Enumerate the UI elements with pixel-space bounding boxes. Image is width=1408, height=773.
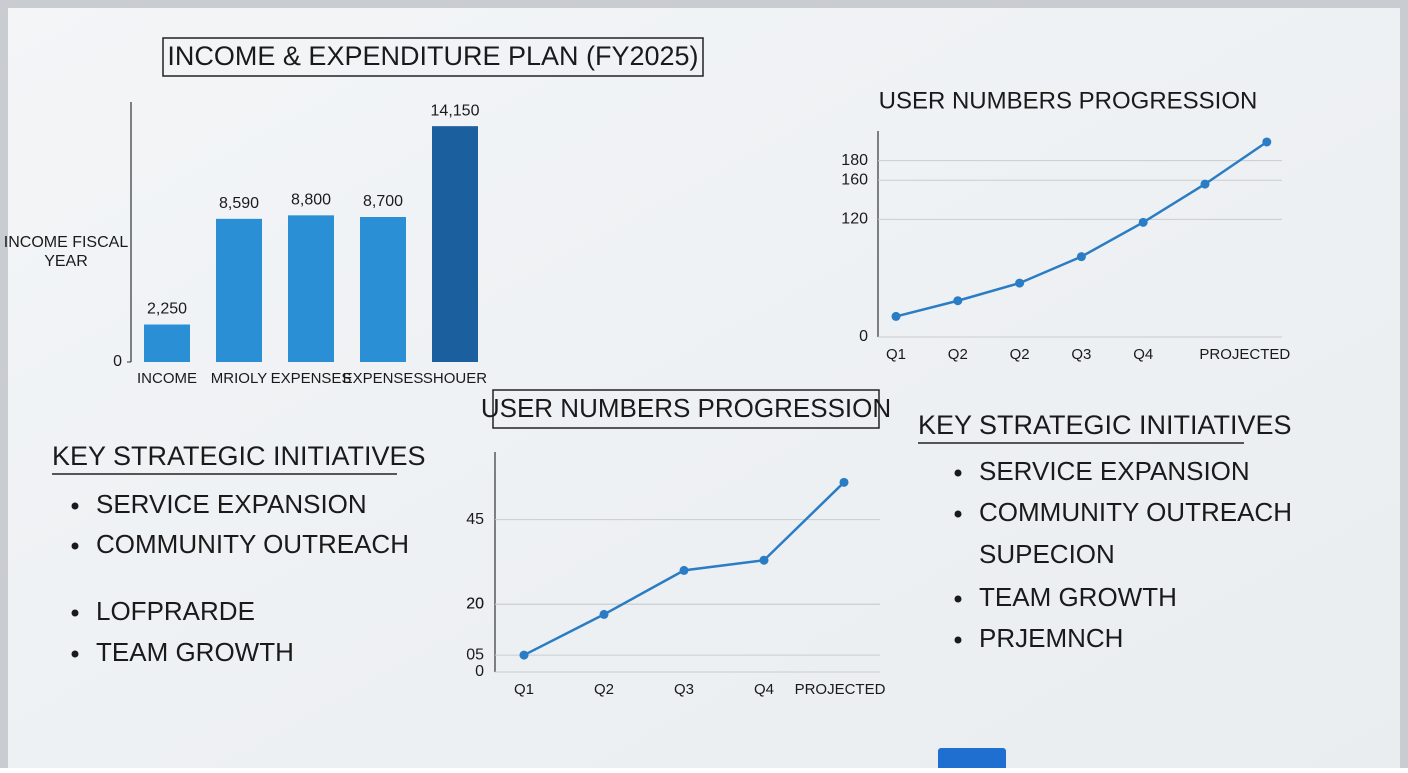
- x-tick-label: MRIOLY: [211, 370, 267, 387]
- point: [839, 477, 849, 487]
- bar: [144, 324, 190, 362]
- bar: [288, 215, 334, 362]
- x-tick-label: Q4: [1133, 346, 1153, 363]
- bullet: [954, 510, 962, 518]
- title-box: [162, 37, 704, 77]
- value-label: 14,150: [431, 102, 480, 119]
- x-tick-label: Q4: [754, 681, 774, 698]
- x-tick-label: Q3: [1071, 346, 1091, 363]
- x-tick-label: Q1: [886, 346, 906, 363]
- chart-title: USER NUMBERS PROGRESSION: [879, 87, 1258, 114]
- y-tick-label: 45: [466, 511, 484, 528]
- bar: [432, 126, 478, 363]
- value-label: 2,250: [147, 301, 187, 318]
- point: [1015, 278, 1025, 288]
- y-label-line: INCOME FISCAL: [4, 234, 129, 251]
- list-item: COMMUNITY OUTREACH: [96, 529, 409, 559]
- point: [599, 609, 609, 619]
- x-tick-label: Q1: [514, 681, 534, 698]
- y-tick-label: 0: [859, 328, 868, 345]
- bar: [216, 218, 262, 362]
- bullet: [954, 636, 962, 644]
- list-item: TEAM GROWTH: [979, 582, 1177, 612]
- bullet: [71, 502, 79, 510]
- y-tick-label: 20: [466, 595, 484, 612]
- bullet: [71, 650, 79, 658]
- y-tick-label: 180: [841, 152, 868, 169]
- x-tick-label: EXPENSES: [343, 370, 424, 387]
- y-tick-label: 120: [841, 211, 868, 228]
- list-item: SERVICE EXPANSION: [979, 456, 1250, 486]
- bar: [360, 217, 406, 362]
- x-tick-label: Q2: [594, 681, 614, 698]
- x-tick-label: INCOME: [137, 370, 197, 387]
- point: [759, 555, 769, 565]
- x-tick-label: SHOUER: [423, 370, 487, 387]
- point: [1200, 179, 1210, 189]
- y-tick-label: 160: [841, 171, 868, 188]
- point: [1138, 217, 1148, 227]
- y-label-line: YEAR: [44, 253, 88, 270]
- title-box: [492, 389, 880, 429]
- list-title: KEY STRATEGIC INITIATIVES: [918, 410, 1292, 440]
- magnet: [938, 748, 1006, 772]
- y-label: INCOME FISCAL YEAR: [4, 234, 129, 270]
- list-item: SERVICE EXPANSION: [96, 489, 367, 519]
- y-tick-label: 0: [475, 663, 484, 680]
- x-tick-label: PROJECTED: [1199, 346, 1290, 363]
- x-tick-label: Q2: [948, 346, 968, 363]
- list-item: PRJEMNCH: [979, 623, 1123, 653]
- list-item: TEAM GROWTH: [96, 637, 294, 667]
- bullet: [954, 469, 962, 477]
- point: [1076, 252, 1086, 262]
- chart-title: INCOME & EXPENDITURE PLAN (FY2025): [167, 41, 698, 71]
- list-title: KEY STRATEGIC INITIATIVES: [52, 441, 426, 471]
- point: [679, 565, 689, 575]
- y-tick-label: 05: [466, 646, 484, 663]
- x-tick-label: Q3: [674, 681, 694, 698]
- list-item: COMMUNITY OUTREACH: [979, 497, 1292, 527]
- value-label: 8,800: [291, 192, 331, 209]
- x-tick-label: EXPENSES: [271, 370, 352, 387]
- y-tick-label: 0: [113, 353, 122, 370]
- point: [891, 311, 901, 321]
- point: [519, 650, 529, 660]
- point: [1262, 137, 1272, 147]
- list-item: LOFPRARDE: [96, 596, 255, 626]
- y-tick-label: 20: [466, 595, 484, 612]
- value-label: 8,590: [219, 195, 259, 212]
- value-label: 8,700: [363, 193, 403, 210]
- list-item: SUPECION: [979, 539, 1115, 569]
- point: [953, 296, 963, 306]
- x-tick-label: Q2: [1010, 346, 1030, 363]
- bullet: [71, 609, 79, 617]
- x-tick-label: PROJECTED: [795, 681, 886, 698]
- bullet: [954, 595, 962, 603]
- bullet: [71, 542, 79, 550]
- chart-title: USER NUMBERS PROGRESSION: [481, 393, 891, 423]
